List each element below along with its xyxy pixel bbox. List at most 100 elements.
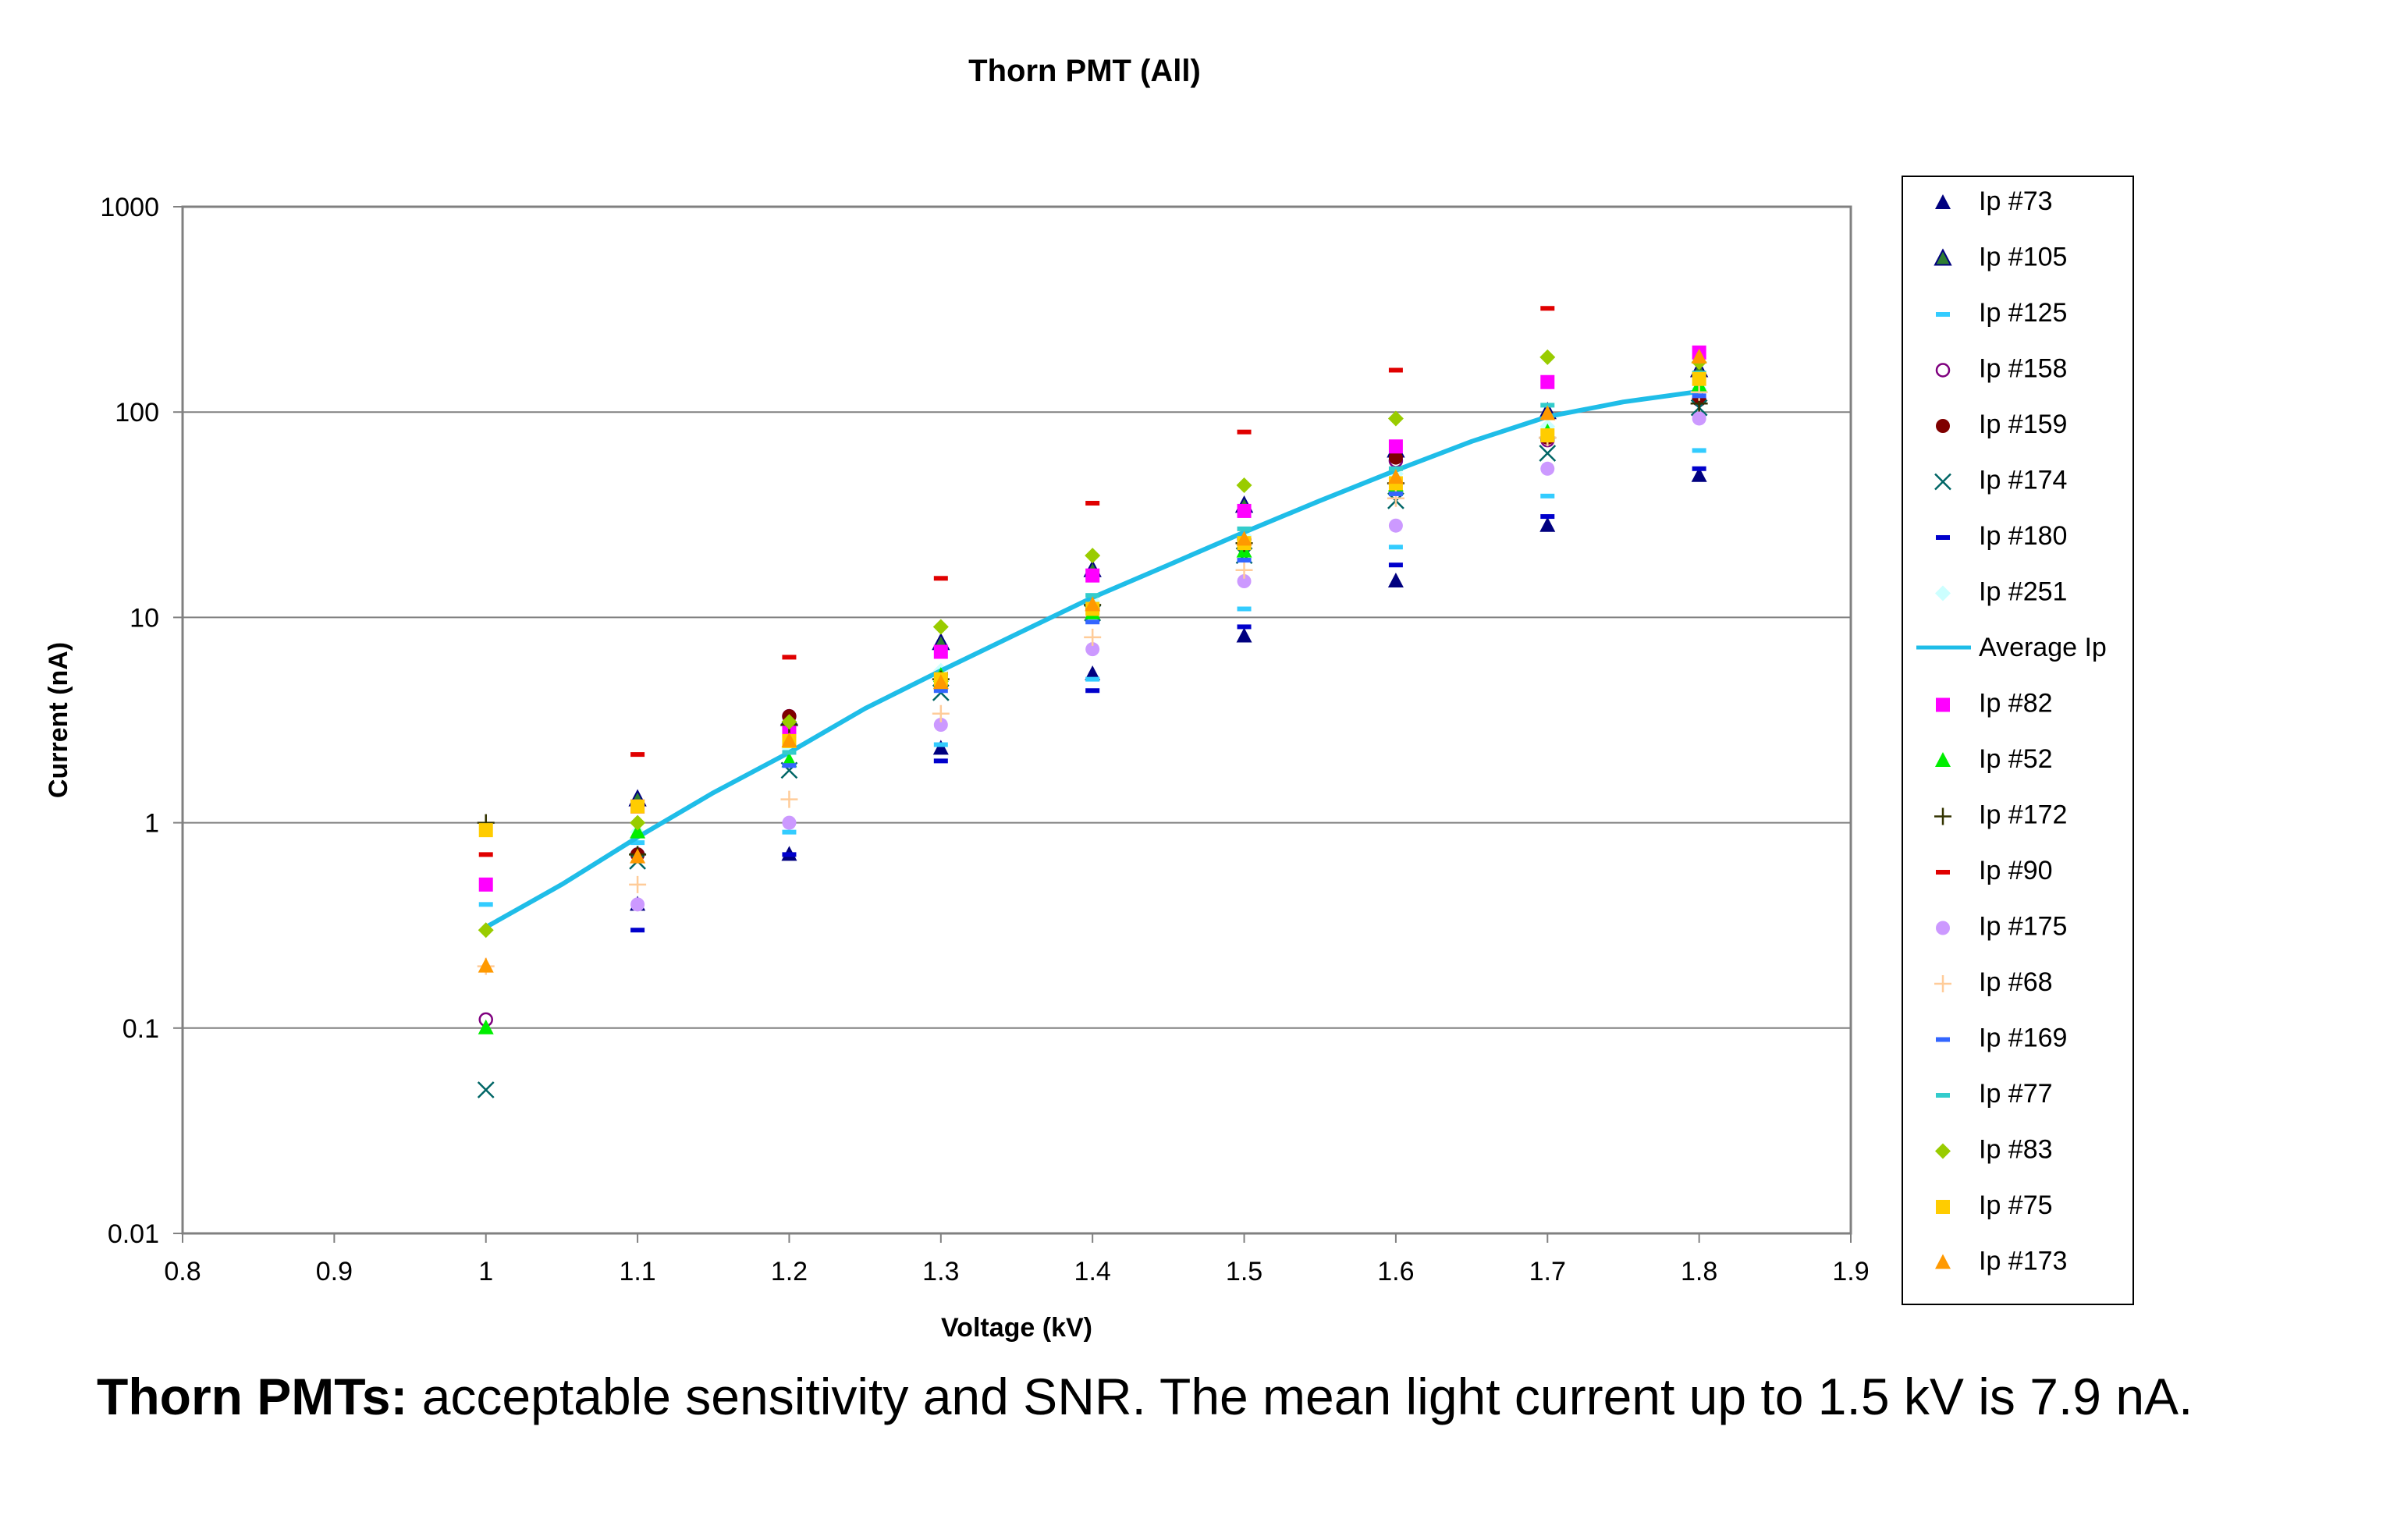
plot-area <box>181 205 1852 1235</box>
grid-lines <box>183 411 1851 1029</box>
data-point <box>781 732 797 747</box>
y-axis-label: Current (nA) <box>44 642 73 798</box>
data-point <box>781 714 797 730</box>
data-point <box>478 922 494 939</box>
legend-swatch <box>1936 312 1950 317</box>
x-tick-label: 1.6 <box>1377 1257 1414 1286</box>
x-tick-label: 0.8 <box>164 1257 201 1286</box>
legend-swatch <box>1936 870 1950 875</box>
legend-label: Ip #82 <box>1979 689 2053 719</box>
data-point <box>1085 568 1100 583</box>
x-tick-label: 1.1 <box>619 1257 655 1286</box>
legend-label: Ip #172 <box>1979 800 2067 830</box>
data-point <box>932 619 949 635</box>
data-point <box>932 740 949 755</box>
data-point <box>630 799 645 814</box>
legend-item-ip-174: Ip #174 <box>1934 466 2067 495</box>
series-ip-175 <box>630 411 1706 912</box>
legend-swatch <box>1935 363 1951 378</box>
legend-swatch <box>1936 697 1950 712</box>
data-point <box>1388 518 1403 533</box>
legend-item-ip-73: Ip #73 <box>1935 186 2053 216</box>
legend-item-ip-175: Ip #175 <box>1936 912 2067 942</box>
legend-swatch <box>1935 1254 1951 1269</box>
legend-item-ip-105: Ip #105 <box>1934 243 2067 272</box>
legend-item-ip-251: Ip #251 <box>1935 577 2067 607</box>
x-tick-label: 1.4 <box>1074 1257 1111 1286</box>
legend-item-ip-180: Ip #180 <box>1936 521 2067 551</box>
legend-swatch <box>1935 194 1951 209</box>
data-point <box>1237 558 1252 563</box>
legend-item-ip-52: Ip #52 <box>1935 744 2053 774</box>
x-tick-label: 1.8 <box>1681 1257 1717 1286</box>
data-point <box>1540 428 1555 443</box>
average-line <box>485 389 1700 930</box>
data-point <box>1692 466 1706 471</box>
data-point <box>1084 628 1102 646</box>
legend-item-ip-173: Ip #173 <box>1935 1247 2067 1276</box>
data-point <box>478 877 493 892</box>
data-point <box>932 674 949 690</box>
data-point <box>1691 467 1707 482</box>
x-axis-label: Voltage (kV) <box>941 1313 1092 1343</box>
data-point <box>1237 503 1252 518</box>
legend-swatch <box>1936 1037 1950 1042</box>
data-point <box>1237 574 1252 589</box>
series-ip-125 <box>478 448 1706 907</box>
legend-label: Ip #158 <box>1979 354 2067 384</box>
y-tick-label: 1000 <box>100 193 159 222</box>
data-point <box>782 763 797 768</box>
axes: 0.01 0.1 1 10 100 1000 0.8 0.9 1 1.1 1.2 1.3 1.4 1.5 1… <box>100 193 1869 1286</box>
legend-item-ip-82: Ip #82 <box>1936 689 2053 719</box>
data-point <box>630 814 646 831</box>
data-point <box>780 790 798 808</box>
legend-swatch <box>1934 248 1952 266</box>
y-tick-label: 100 <box>115 398 159 428</box>
data-point <box>782 655 797 660</box>
data-point <box>1692 411 1706 426</box>
data-point <box>933 688 948 694</box>
data-point <box>1387 573 1404 588</box>
legend-item-ip-169: Ip #169 <box>1936 1024 2067 1053</box>
data-point <box>1388 367 1403 373</box>
data-point <box>1237 606 1252 612</box>
legend-swatch <box>1936 535 1950 540</box>
legend-swatch <box>1934 975 1951 992</box>
data-point <box>478 957 494 973</box>
legend-label: Ip #180 <box>1979 521 2067 551</box>
caption-bold: Thorn PMTs: <box>97 1368 408 1425</box>
legend-label: Ip #68 <box>1979 967 2053 997</box>
data-point <box>1388 439 1403 454</box>
data-point <box>1539 349 1556 365</box>
data-point <box>1539 445 1557 462</box>
data-point <box>630 848 646 864</box>
series-ip-180 <box>630 466 1706 933</box>
data-point <box>1540 306 1555 311</box>
legend-label: Ip #90 <box>1979 856 2053 885</box>
data-point <box>630 823 646 839</box>
data-point <box>478 902 493 907</box>
data-point <box>1235 561 1253 579</box>
data-point <box>477 1081 495 1098</box>
data-point <box>478 823 493 838</box>
legend-swatch <box>1936 419 1950 433</box>
data-point <box>478 1019 494 1034</box>
y-tick-label: 0.1 <box>123 1014 159 1044</box>
data-point <box>1237 526 1252 531</box>
data-point <box>1540 461 1555 476</box>
data-point <box>1540 403 1555 408</box>
legend-label: Ip #173 <box>1979 1247 2067 1276</box>
data-point <box>630 928 645 933</box>
data-point <box>782 852 797 857</box>
legend-entries: Ip #73 Ip #105 Ip #125 Ip #158 Ip #159 Ip #17… <box>1916 186 2107 1276</box>
data-series <box>477 306 1709 1098</box>
legend-swatch <box>1935 752 1951 767</box>
x-tick-label: 1.5 <box>1226 1257 1262 1286</box>
data-point <box>1692 448 1706 453</box>
x-tick-label: 0.9 <box>316 1257 353 1286</box>
legend-swatch <box>1936 1200 1950 1214</box>
legend-item-ip-75: Ip #75 <box>1936 1190 2053 1220</box>
data-point <box>932 704 950 722</box>
data-point <box>478 852 493 857</box>
